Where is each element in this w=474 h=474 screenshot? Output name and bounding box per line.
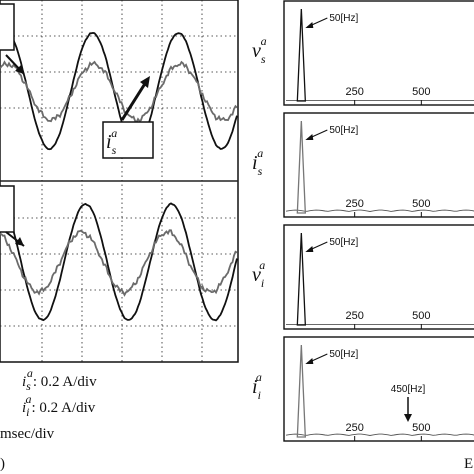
arrowhead [305, 134, 314, 140]
current-waveform-top [0, 60, 238, 124]
arrowhead [305, 358, 314, 364]
peak-label: 50[Hz] [329, 125, 358, 136]
voltage-waveform-bottom [0, 202, 238, 322]
panel-label-left: ) [0, 456, 5, 472]
scale-labels: isa: 0.2 A/div iia: 0.2 A/div msec/div ) [0, 366, 97, 472]
time-scale-label: msec/div [0, 426, 55, 442]
spectrum-noise [285, 433, 474, 436]
spectrum-panel-4: 50[Hz] 250 500 iia 450[Hz] [252, 336, 474, 442]
spectrum-y-label: isa [252, 146, 263, 178]
spectrum-y-label: vsa [252, 34, 267, 66]
spectrum-peak [296, 232, 307, 326]
spectrum-panel-2: 50[Hz] 250 500 isa [252, 112, 474, 218]
arrowhead [305, 246, 314, 252]
oscilloscope-panel: isa [0, 0, 239, 363]
spectrum-panel-3: 50[Hz] 250 500 via [252, 224, 474, 330]
callout-box-is [102, 121, 154, 159]
scale-label-is: isa: 0.2 A/div [22, 366, 97, 393]
harmonic-label: 450[Hz] [391, 384, 426, 395]
spectrum-frame [283, 0, 474, 106]
spectrum-frame [283, 336, 474, 442]
arrowhead [15, 65, 24, 74]
spectrum-noise [285, 209, 474, 212]
peak-label: 50[Hz] [329, 13, 358, 24]
x-tick-label: 250 [345, 198, 363, 210]
spectrum-y-label: via [252, 258, 265, 290]
spectrum-panel-1: 50[Hz] 250 500 vsa [252, 0, 474, 106]
arrowhead [305, 22, 314, 28]
x-tick-label: 250 [345, 310, 363, 322]
x-tick-label: 500 [412, 86, 430, 98]
current-waveform-bottom [0, 229, 238, 297]
spectrum-peak [296, 120, 307, 214]
arrowhead [404, 414, 412, 422]
callout-box-top-left [0, 3, 15, 51]
peak-label: 50[Hz] [329, 237, 358, 248]
spectrum-peak [296, 8, 307, 102]
voltage-waveform-top [0, 31, 238, 151]
scale-label-ii: iia: 0.2 A/div [22, 392, 96, 419]
x-tick-label: 500 [412, 198, 430, 210]
callout-is-symbol: isa [106, 126, 117, 157]
spectrum-peak [296, 344, 307, 438]
x-tick-label: 250 [345, 422, 363, 434]
arrowhead [15, 237, 24, 246]
waveforms-top [0, 31, 238, 151]
arrowhead [140, 76, 150, 88]
peak-label: 50[Hz] [329, 349, 358, 360]
panel-label-right: E [464, 456, 473, 472]
x-tick-label: 500 [412, 310, 430, 322]
scope-grid [0, 0, 238, 362]
spectrum-y-label: iia [252, 370, 262, 402]
spectrum-frame [283, 224, 474, 330]
spectrum-frame [283, 112, 474, 218]
x-tick-label: 250 [345, 86, 363, 98]
x-tick-label: 500 [412, 422, 430, 434]
callout-box-bottom-left [0, 185, 15, 233]
waveforms-bottom [0, 202, 238, 322]
callout-arrow-is [120, 81, 148, 121]
